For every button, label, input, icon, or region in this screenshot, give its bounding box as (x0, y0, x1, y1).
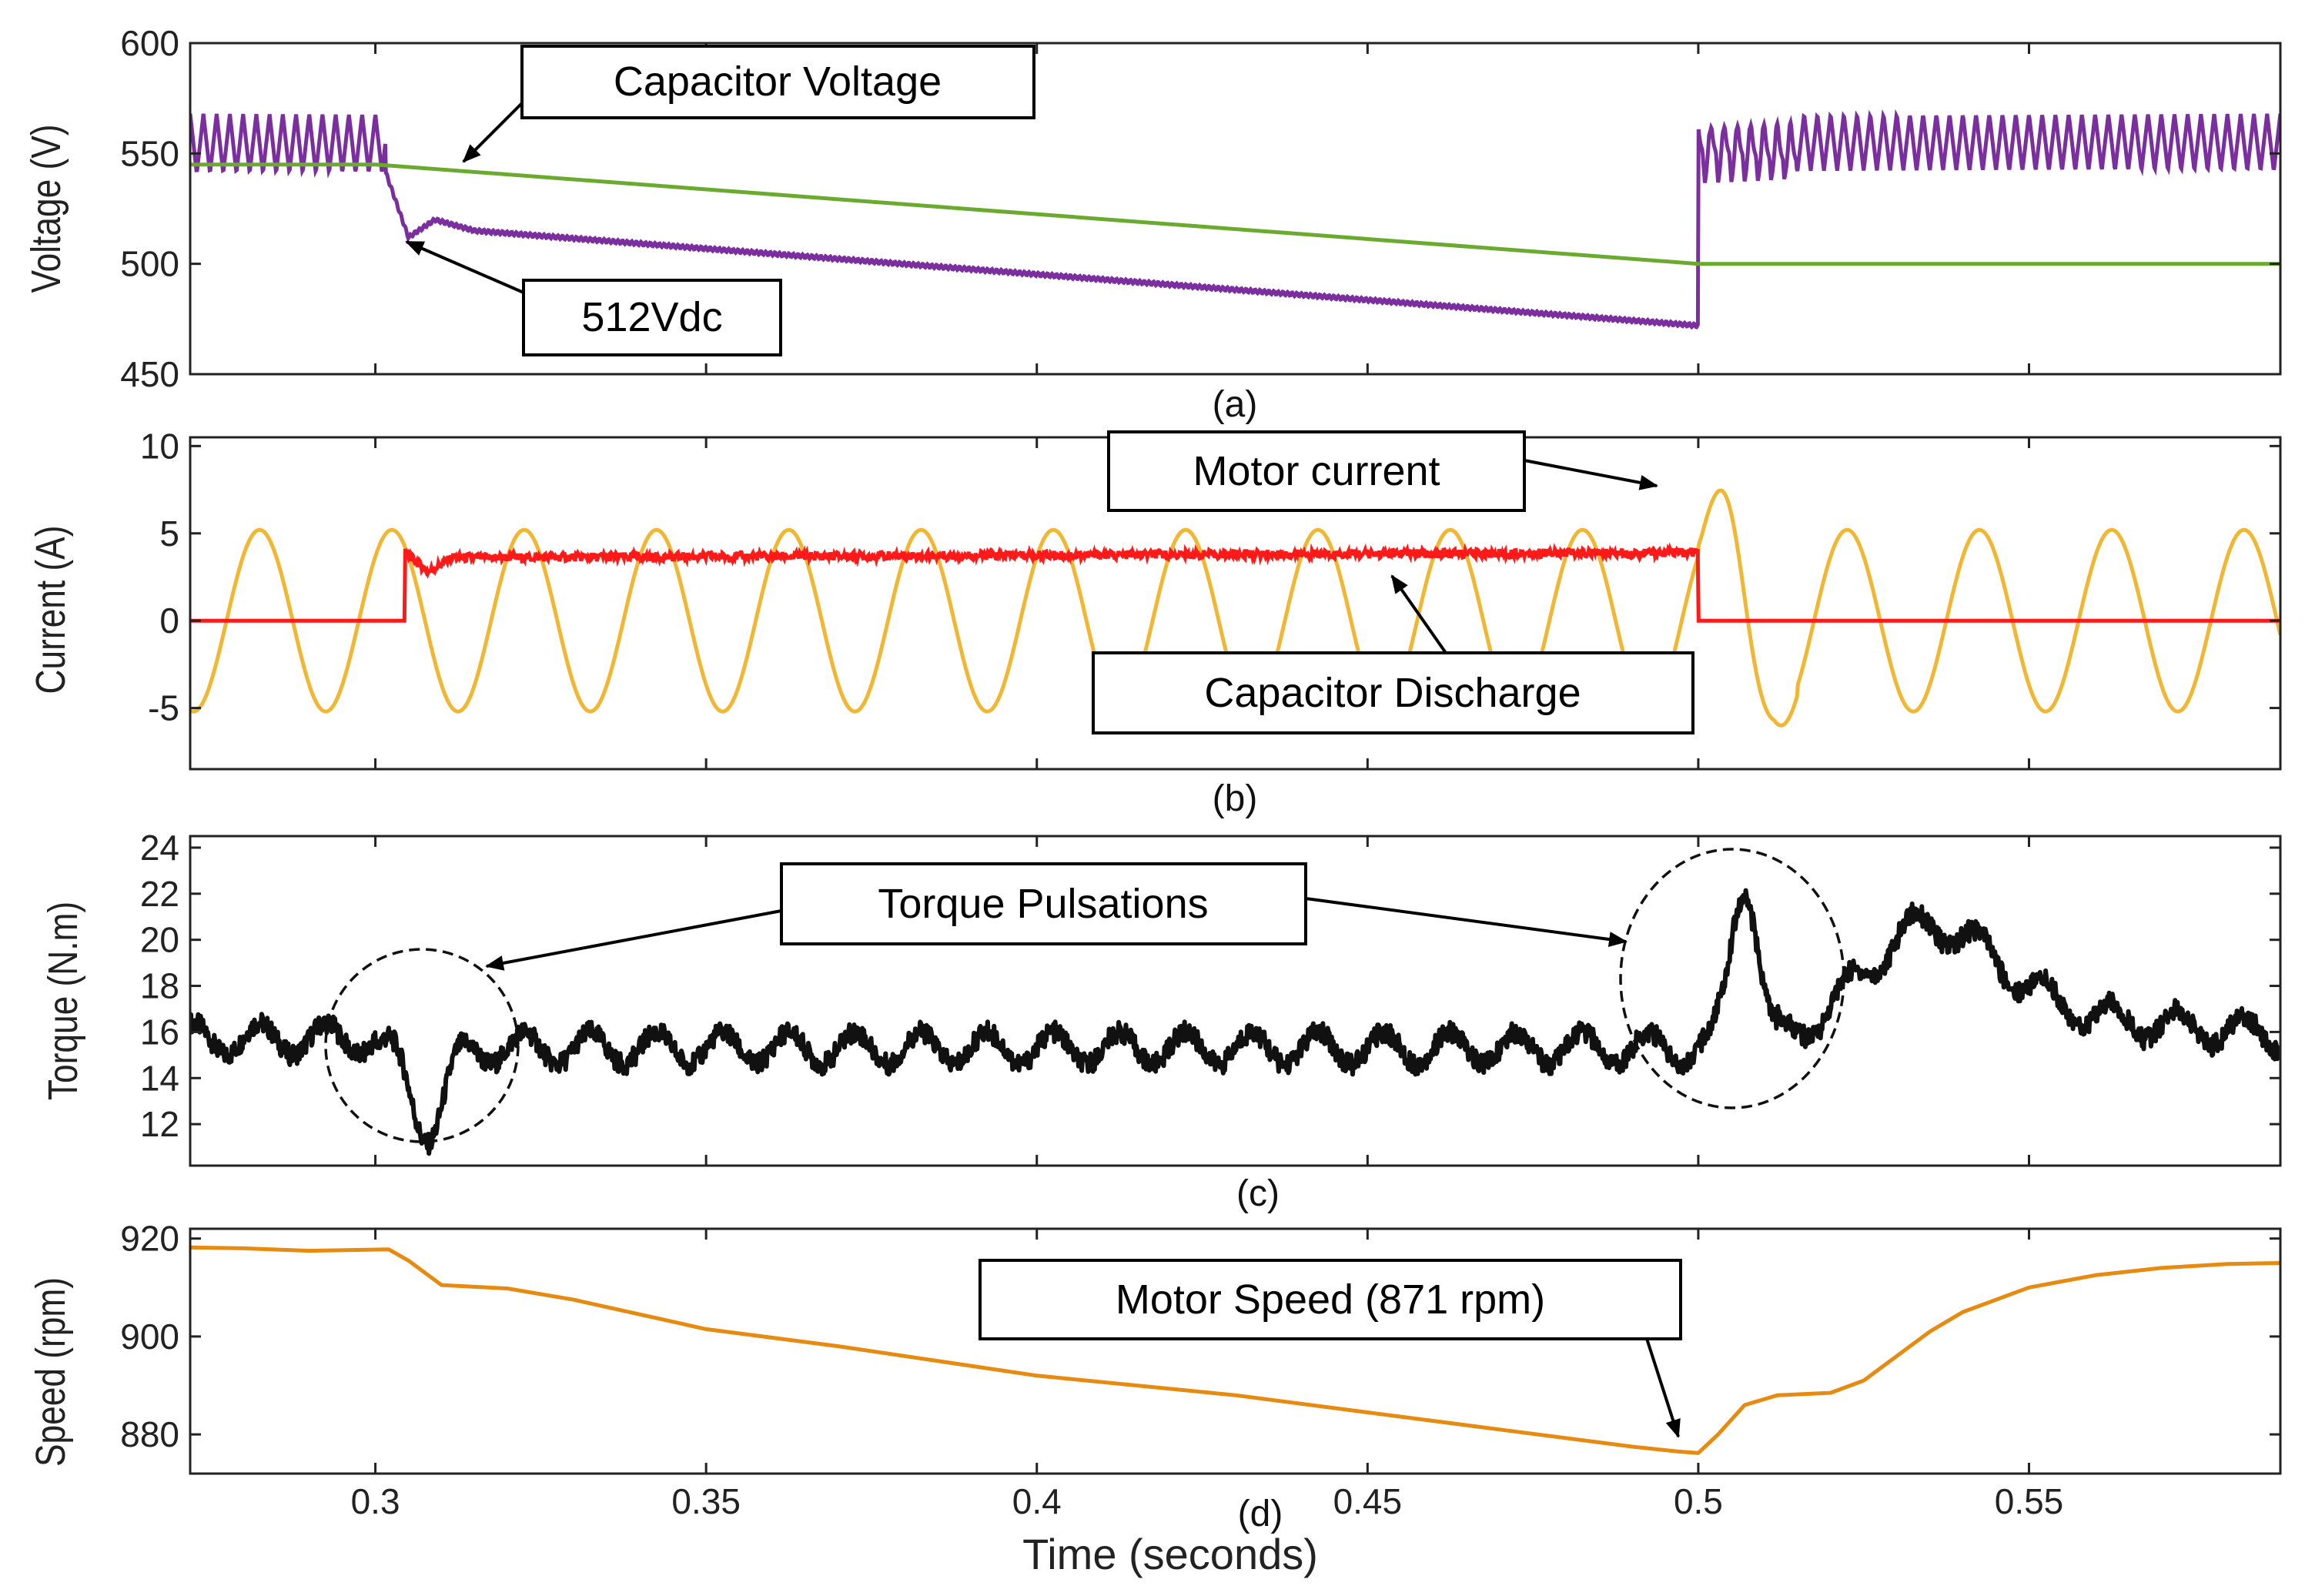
panel-c-ylabel: Torque (N.m) (40, 902, 86, 1100)
512vdc-arrow (405, 240, 524, 294)
panel-d-ticks: 880 900 920 0.3 0.35 0.4 0.45 0.5 0.55 (120, 1219, 2280, 1521)
motor-current-arrow (1524, 459, 1658, 490)
capacitor-voltage-arrow (462, 100, 525, 163)
y-tick-label: -5 (148, 688, 179, 728)
panel-d-frame (189, 1227, 2282, 1475)
y-tick-label: 5 (159, 514, 179, 554)
x-tick-label: 0.3 (351, 1481, 400, 1521)
torque-dip-circle (324, 948, 520, 1143)
y-tick-label: 12 (140, 1104, 179, 1144)
y-tick-label: 500 (120, 244, 179, 284)
panel-d-series (190, 1245, 2280, 1455)
panel-d-caption: (d) (1238, 1494, 1283, 1534)
motor-speed-box (979, 1259, 1682, 1340)
y-tick-label: 14 (140, 1058, 179, 1098)
512vdc-box (522, 279, 782, 356)
x-tick-label: 0.35 (671, 1481, 741, 1521)
torque-pulsations-left-arrow (485, 909, 782, 971)
x-tick-label: 0.5 (1674, 1481, 1723, 1521)
panel-a-ticks: 450 500 550 600 (120, 23, 2280, 394)
panel-b-ylabel: Current (A) (28, 526, 74, 694)
panel-b: -5 0 5 10 Current (A) (b) Motor current Cap… (28, 426, 2282, 819)
capacitor-discharge-arrow (1390, 574, 1447, 654)
motor-speed-arrow (1640, 1321, 1681, 1438)
capacitor-voltage-line (190, 162, 2280, 266)
capacitor-voltage-box (520, 45, 1035, 119)
dc-link-voltage-line (190, 109, 2280, 330)
capacitor-discharge-box (1092, 651, 1694, 734)
panel-c-ticks: 12 14 16 18 20 22 24 (140, 828, 2280, 1166)
panel-c-series (190, 888, 2280, 1156)
panel-a-ylabel: Voltage (V) (23, 125, 69, 293)
y-tick-label: 0 (159, 601, 179, 641)
panel-a-frame (189, 42, 2282, 376)
y-tick-label: 16 (140, 1012, 179, 1052)
panel-c: 12 14 16 18 20 22 24 Torque (N.m) (c) Torque P… (40, 828, 2282, 1214)
torque-pulsations-box (780, 862, 1307, 945)
x-tick-label: 0.55 (1995, 1481, 2064, 1521)
y-tick-label: 20 (140, 920, 179, 960)
x-tick-label: 0.4 (1012, 1481, 1062, 1521)
y-tick-label: 920 (120, 1219, 179, 1259)
panel-c-frame (189, 835, 2282, 1167)
motor-speed-line (190, 1245, 2280, 1455)
y-tick-label: 600 (120, 23, 179, 63)
torque-line (190, 888, 2280, 1156)
panel-a: 450 500 550 600 Voltage (V) (a) Capacitor V… (23, 23, 2282, 425)
y-tick-label: 18 (140, 966, 179, 1006)
panel-c-caption: (c) (1236, 1173, 1280, 1214)
panel-a-caption: (a) (1213, 384, 1258, 425)
capacitor-voltage-label: Capacitor Voltage (614, 59, 942, 105)
torque-peak-circle (1619, 848, 1845, 1109)
motor-current-box (1107, 430, 1526, 512)
y-tick-label: 10 (140, 426, 179, 466)
x-axis-label: Time (seconds) (1022, 1530, 1318, 1578)
y-tick-label: 22 (140, 874, 179, 914)
motor-current-label: Motor current (1193, 448, 1440, 494)
torque-pulsations-right-arrow (1305, 897, 1628, 947)
y-tick-label: 880 (120, 1414, 179, 1454)
y-tick-label: 900 (120, 1317, 179, 1357)
capacitor-discharge-label: Capacitor Discharge (1204, 670, 1581, 716)
y-tick-label: 550 (120, 133, 179, 173)
y-tick-label: 450 (120, 354, 179, 394)
x-tick-label: 0.45 (1333, 1481, 1403, 1521)
panel-d: 880 900 920 0.3 0.35 0.4 0.45 0.5 0.55 Speed (rp… (28, 1219, 2282, 1578)
panel-b-ticks: -5 0 5 10 (140, 426, 2280, 769)
motor-speed-label: Motor Speed (871 rpm) (1116, 1276, 1545, 1323)
512vdc-label: 512Vdc (581, 294, 722, 340)
torque-pulsations-label: Torque Pulsations (878, 881, 1208, 927)
panel-b-caption: (b) (1213, 778, 1258, 819)
capacitor-discharge-line (190, 542, 2280, 623)
panel-d-ylabel: Speed (rpm) (28, 1277, 74, 1467)
panel-a-series (190, 109, 2280, 330)
y-tick-label: 24 (140, 828, 179, 868)
